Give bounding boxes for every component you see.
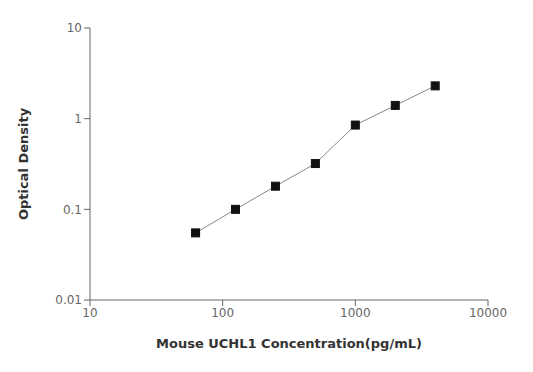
svg-text:10: 10 (67, 21, 82, 35)
svg-text:1000: 1000 (340, 306, 371, 320)
svg-text:Mouse UCHL1 Concentration(pg/m: Mouse UCHL1 Concentration(pg/mL) (156, 336, 422, 351)
svg-text:10: 10 (82, 306, 97, 320)
svg-text:0.01: 0.01 (55, 293, 82, 307)
svg-text:Optical Density: Optical Density (16, 107, 31, 220)
svg-text:10000: 10000 (469, 306, 507, 320)
svg-text:1: 1 (74, 112, 82, 126)
svg-text:100: 100 (211, 306, 234, 320)
svg-text:0.1: 0.1 (63, 203, 82, 217)
